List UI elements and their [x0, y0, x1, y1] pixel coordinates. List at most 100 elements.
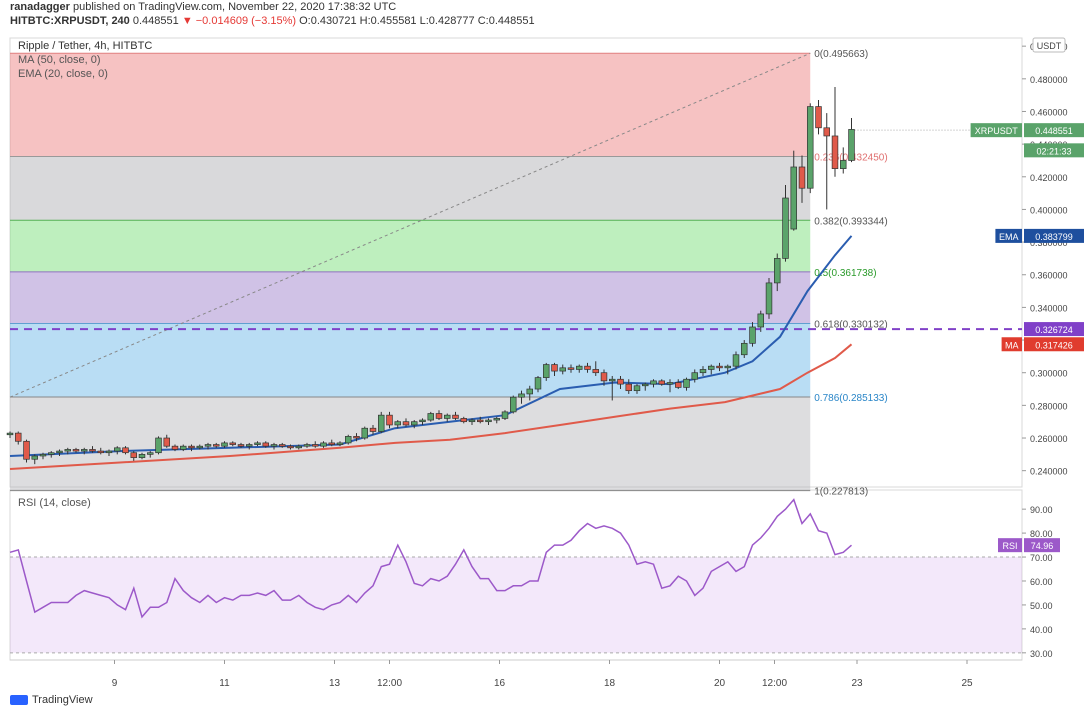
currency-button-frame — [1032, 37, 1066, 53]
candle-body — [699, 369, 707, 374]
tradingview-logo[interactable]: TradingView — [10, 694, 93, 706]
candle — [485, 418, 492, 425]
candle — [312, 441, 319, 448]
candle-body — [765, 282, 773, 315]
price-tag-name-text: MA — [1005, 340, 1019, 350]
candle — [840, 147, 847, 174]
candle-body — [534, 377, 542, 390]
candle-body — [262, 442, 269, 447]
candle — [386, 411, 393, 429]
candle — [213, 442, 220, 448]
candle — [237, 442, 245, 448]
candle-body — [254, 442, 261, 445]
candle — [378, 411, 385, 434]
candle — [831, 86, 839, 177]
rsi-y-tick-label: 60.00 — [1030, 577, 1053, 587]
candle-body — [501, 411, 509, 419]
candle-body — [97, 450, 104, 454]
candle — [114, 446, 121, 455]
legend-pair: Ripple / Tether, 4h, HITBTC — [18, 40, 152, 52]
candle-body — [584, 365, 591, 370]
candle — [807, 103, 814, 194]
candle — [551, 362, 558, 376]
fib-zone — [10, 53, 811, 157]
candle-body — [452, 414, 459, 419]
candle-body — [419, 419, 426, 423]
candle — [650, 379, 657, 388]
x-tick-label: 16 — [494, 678, 506, 689]
candle-body — [807, 106, 814, 189]
rsi-y-tick-label: 30.00 — [1030, 649, 1053, 659]
candle-body — [386, 414, 393, 426]
candle — [262, 441, 269, 448]
candle-body — [444, 414, 451, 419]
candle — [633, 384, 641, 394]
y-tick-label: 0.280000 — [1030, 401, 1068, 411]
candle-body — [625, 383, 632, 392]
candle — [642, 382, 649, 391]
candle-body — [237, 444, 245, 447]
price-tag-value — [1024, 228, 1084, 243]
fib-label: 0.5(0.361738) — [814, 268, 876, 279]
candle — [543, 362, 550, 381]
price-tag-name — [1001, 337, 1022, 352]
candle — [295, 444, 302, 450]
candle-body — [361, 427, 368, 439]
candle — [56, 449, 63, 456]
price-tag-name-text: XRPUSDT — [975, 126, 1019, 136]
candle-body — [576, 365, 583, 370]
candle — [72, 447, 80, 453]
candle-body — [600, 372, 608, 382]
candle-body — [617, 378, 624, 385]
fib-label: 1(0.227813) — [814, 487, 868, 498]
candle — [732, 351, 740, 370]
ohlc-values: O:0.430721 H:0.455581 L:0.428777 C:0.448… — [299, 15, 535, 27]
candle — [369, 424, 377, 435]
fib-label: 0(0.495663) — [814, 49, 868, 60]
candle — [510, 395, 517, 414]
candle — [815, 100, 822, 135]
candle — [171, 444, 179, 452]
candle — [567, 364, 575, 373]
candle-body — [774, 258, 781, 284]
candle — [196, 444, 203, 450]
candle — [155, 436, 162, 455]
candle — [89, 446, 96, 453]
candle — [328, 439, 335, 447]
candle — [584, 362, 591, 373]
candle-body — [493, 418, 500, 421]
candle-body — [683, 378, 690, 388]
legend-ma: MA (50, close, 0) — [18, 54, 101, 66]
publisher-name[interactable]: ranadagger — [10, 1, 70, 13]
price-tag-name — [970, 123, 1022, 138]
candle-body — [303, 444, 311, 447]
candle-body — [155, 437, 162, 454]
candle — [81, 447, 88, 455]
candle-body — [642, 383, 649, 387]
candle — [361, 426, 368, 440]
candle-body — [757, 313, 764, 328]
candle — [287, 444, 294, 450]
tradingview-logo-icon — [10, 695, 28, 705]
price-tag-value — [1024, 322, 1084, 337]
candle — [336, 441, 344, 447]
candle-body — [732, 354, 740, 367]
candle-body — [823, 127, 830, 137]
candle-body — [510, 396, 517, 413]
candle — [782, 184, 789, 262]
x-tick-label: 9 — [112, 678, 118, 689]
candle-body — [468, 419, 476, 423]
candle — [31, 454, 38, 465]
candle — [823, 113, 830, 210]
candle-body — [675, 382, 682, 388]
price-tag-value-text: 02:21:33 — [1036, 146, 1071, 156]
y-tick-label: 0.480000 — [1030, 75, 1068, 85]
currency-button[interactable]: USDT — [1032, 37, 1066, 53]
candle-body — [270, 444, 278, 447]
candle-body — [6, 432, 14, 436]
candle — [64, 447, 71, 455]
candle — [675, 379, 682, 390]
candle — [592, 361, 599, 376]
chart-header: ranadagger published on TradingView.com,… — [0, 0, 1087, 32]
